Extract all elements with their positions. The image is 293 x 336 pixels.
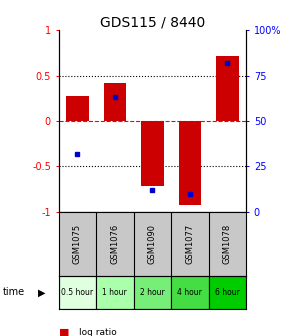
- Text: GSM1090: GSM1090: [148, 223, 157, 264]
- Text: log ratio: log ratio: [79, 328, 117, 336]
- Text: time: time: [3, 287, 25, 297]
- Text: 6 hour: 6 hour: [215, 288, 240, 297]
- Bar: [134, 276, 171, 309]
- Text: 0.5 hour: 0.5 hour: [61, 288, 93, 297]
- Bar: [66, 96, 88, 121]
- Text: 2 hour: 2 hour: [140, 288, 165, 297]
- Text: GSM1076: GSM1076: [110, 223, 119, 264]
- Bar: [104, 83, 126, 121]
- Bar: [59, 276, 96, 309]
- Text: GSM1078: GSM1078: [223, 223, 232, 264]
- Text: 4 hour: 4 hour: [178, 288, 202, 297]
- Text: GSM1077: GSM1077: [185, 223, 194, 264]
- Text: ▶: ▶: [38, 287, 46, 297]
- Bar: [141, 121, 163, 186]
- Bar: [209, 276, 246, 309]
- Title: GDS115 / 8440: GDS115 / 8440: [100, 15, 205, 29]
- Bar: [96, 276, 134, 309]
- Text: 1 hour: 1 hour: [103, 288, 127, 297]
- Text: GSM1075: GSM1075: [73, 223, 82, 264]
- Bar: [171, 276, 209, 309]
- Text: ■: ■: [59, 328, 69, 336]
- Bar: [179, 121, 201, 205]
- Bar: [216, 56, 239, 121]
